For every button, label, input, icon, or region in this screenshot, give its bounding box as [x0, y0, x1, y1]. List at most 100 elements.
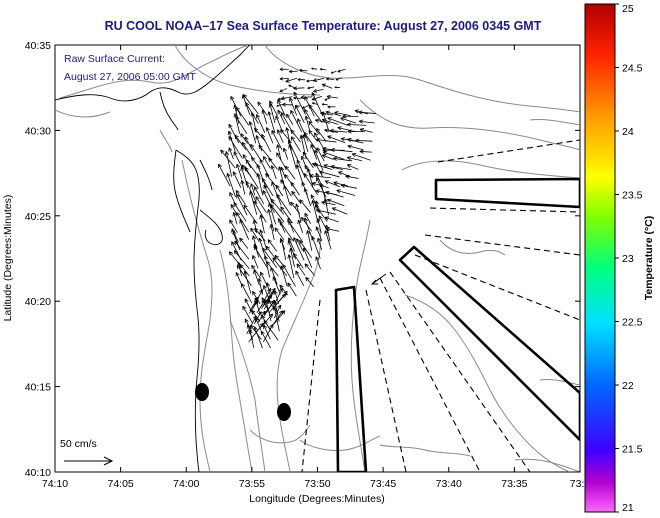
current-arrow — [293, 86, 305, 91]
current-arrow — [340, 183, 358, 189]
current-arrow — [236, 212, 250, 233]
current-arrow — [347, 129, 365, 134]
pointer-arrow — [370, 273, 387, 285]
current-arrow — [303, 173, 319, 196]
current-arrow — [242, 305, 253, 324]
current-arrow — [311, 92, 324, 117]
current-arrow — [277, 109, 286, 125]
current-arrow — [327, 135, 346, 144]
current-arrow — [324, 230, 332, 250]
station-marker-west — [195, 383, 209, 401]
current-arrow — [337, 126, 356, 133]
current-arrow — [322, 151, 344, 160]
current-arrow — [310, 144, 318, 160]
current-arrow — [256, 300, 266, 313]
current-arrow — [279, 77, 289, 81]
current-arrow — [289, 97, 298, 116]
current-arrow — [304, 115, 311, 133]
current-arrow — [285, 77, 298, 83]
current-arrow — [333, 181, 348, 187]
current-arrow — [337, 68, 346, 73]
current-arrow — [276, 104, 282, 107]
current-annotation-line1: Raw Surface Current: — [64, 53, 165, 65]
current-arrow — [265, 245, 276, 259]
current-arrow — [282, 102, 294, 107]
current-arrow — [260, 271, 268, 287]
current-arrow — [233, 202, 247, 222]
current-arrow — [288, 144, 297, 170]
current-arrow — [335, 77, 343, 81]
current-arrow — [289, 248, 295, 268]
y-tick-label: 40:20 — [25, 296, 51, 308]
current-arrow — [333, 156, 353, 162]
current-arrow — [265, 127, 274, 144]
current-arrow — [290, 136, 301, 152]
current-arrow — [252, 219, 258, 234]
current-arrow — [234, 134, 247, 150]
current-arrow — [308, 120, 320, 135]
current-arrow — [276, 152, 287, 170]
map-title: RU COOL NOAA–17 Sea Surface Temperature:… — [105, 19, 542, 33]
current-arrow — [263, 255, 271, 278]
current-arrow — [347, 137, 364, 144]
current-arrow — [256, 164, 267, 188]
current-arrow — [325, 190, 344, 198]
current-arrow — [250, 183, 256, 196]
current-arrow — [269, 293, 287, 312]
current-arrow — [323, 163, 343, 171]
current-arrow — [290, 110, 303, 132]
current-arrow — [336, 189, 356, 196]
current-arrow — [232, 171, 242, 188]
current-arrow — [299, 68, 308, 72]
current-arrow — [254, 127, 266, 141]
current-arrow — [330, 71, 337, 74]
current-arrow — [254, 186, 265, 205]
colorbar-tick-label: 22.5 — [622, 317, 643, 329]
current-arrow — [265, 282, 271, 295]
current-arrow — [296, 159, 306, 178]
y-axis-label: Latitude (Degrees:Minutes) — [2, 195, 14, 322]
current-arrow — [330, 164, 352, 171]
current-arrow — [318, 215, 329, 234]
sampling-boxes — [334, 177, 580, 472]
current-arrow — [276, 193, 292, 216]
current-arrow — [316, 218, 322, 233]
current-arrow — [282, 264, 296, 287]
scale-label: 50 cm/s — [60, 438, 97, 450]
current-arrow — [277, 99, 286, 117]
current-arrow — [244, 166, 259, 189]
current-arrow — [358, 119, 375, 124]
x-tick-label: 73:40 — [436, 478, 462, 490]
current-arrow — [248, 329, 255, 349]
current-arrow — [315, 256, 321, 270]
current-arrow — [334, 111, 351, 117]
current-arrow — [228, 123, 240, 144]
current-arrow — [327, 105, 336, 109]
colorbar-tick-label: 22 — [622, 380, 634, 392]
current-arrow — [246, 315, 257, 335]
current-arrow — [240, 166, 249, 188]
current-arrow — [275, 184, 284, 197]
current-arrow — [299, 240, 312, 259]
colorbar-tick-label: 21.5 — [622, 444, 643, 456]
current-arrow — [236, 193, 248, 216]
current-arrow — [267, 111, 276, 134]
current-arrow — [228, 136, 243, 159]
x-tick-label: 73:50 — [304, 478, 330, 490]
current-arrow — [313, 77, 325, 83]
x-tick-label: 73:55 — [239, 478, 265, 490]
bathymetry-contours — [55, 45, 580, 472]
current-arrow — [256, 114, 266, 133]
current-annotation-line2: August 27, 2006 05:00 GMT — [64, 71, 197, 83]
current-arrow — [287, 254, 295, 279]
current-arrow — [233, 151, 243, 169]
current-arrow — [272, 276, 281, 295]
current-arrow — [297, 118, 309, 142]
surface-current-vectors — [218, 67, 376, 349]
current-arrow — [271, 181, 282, 206]
current-arrow — [218, 163, 231, 187]
current-arrow — [305, 276, 314, 288]
current-arrow — [272, 257, 288, 277]
current-arrow — [280, 96, 293, 101]
colorbar-tick-label: 21 — [622, 502, 634, 514]
